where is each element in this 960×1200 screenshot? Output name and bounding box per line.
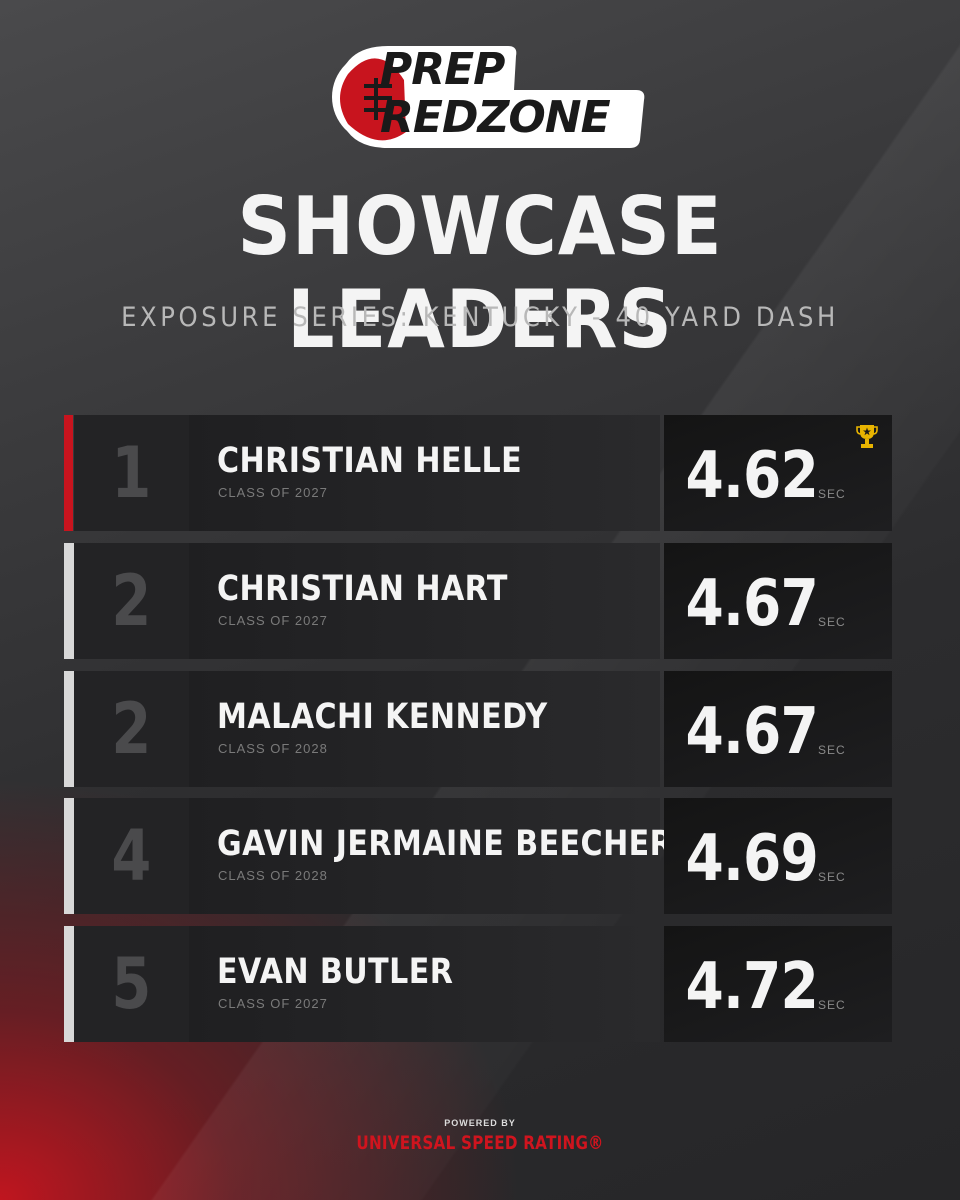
- leader-row: 2 CHRISTIAN HART CLASS OF 2027 4.67 SEC: [64, 543, 892, 659]
- leader-row: 1 CHRISTIAN HELLE CLASS OF 2027 4.62 SEC: [64, 415, 892, 531]
- page-subtitle: EXPOSURE SERIES: KENTUCKY - 40 YARD DASH: [121, 302, 839, 333]
- time-unit: SEC: [818, 487, 846, 501]
- dash-time: 4.67: [685, 695, 819, 769]
- logo-line-prep: PREP: [380, 44, 505, 95]
- player-cell: MALACHI KENNEDY CLASS OF 2028: [189, 671, 660, 787]
- time-cell: 4.67 SEC: [664, 671, 892, 787]
- row-accent-bar: [64, 415, 73, 531]
- time-cell: 4.67 SEC: [664, 543, 892, 659]
- leader-row: 2 MALACHI KENNEDY CLASS OF 2028 4.67 SEC: [64, 671, 892, 787]
- leader-row: 5 EVAN BUTLER CLASS OF 2027 4.72 SEC: [64, 926, 892, 1042]
- player-cell: GAVIN JERMAINE BEECHER CLASS OF 2028: [189, 798, 673, 914]
- rank-cell: 1: [74, 415, 189, 531]
- logo-line-redzone: REDZONE: [380, 92, 611, 143]
- dash-time: 4.72: [685, 950, 819, 1024]
- player-cell: CHRISTIAN HELLE CLASS OF 2027: [189, 415, 660, 531]
- row-accent-bar: [64, 798, 74, 914]
- time-unit: SEC: [818, 743, 846, 757]
- leader-row: 4 GAVIN JERMAINE BEECHER CLASS OF 2028 4…: [64, 798, 892, 914]
- rank-number: 4: [111, 815, 152, 897]
- player-name: CHRISTIAN HART: [217, 569, 508, 609]
- time-unit: SEC: [818, 615, 846, 629]
- sponsor-brand: UNIVERSAL SPEED RATING®: [356, 1132, 604, 1154]
- rank-number: 2: [111, 560, 152, 642]
- trophy-icon: [856, 425, 878, 448]
- time-cell: 4.72 SEC: [664, 926, 892, 1042]
- rank-number: 1: [111, 432, 152, 514]
- player-name: CHRISTIAN HELLE: [217, 441, 523, 481]
- time-cell: 4.69 SEC: [664, 798, 892, 914]
- player-class: CLASS OF 2027: [218, 996, 328, 1011]
- rank-cell: 4: [74, 798, 189, 914]
- player-class: CLASS OF 2027: [218, 613, 328, 628]
- dash-time: 4.67: [685, 567, 819, 641]
- time-cell: 4.62 SEC: [664, 415, 892, 531]
- rank-cell: 5: [74, 926, 189, 1042]
- player-name: MALACHI KENNEDY: [217, 697, 548, 737]
- row-accent-bar: [64, 671, 74, 787]
- time-unit: SEC: [818, 998, 846, 1012]
- row-accent-bar: [64, 926, 74, 1042]
- row-accent-bar: [64, 543, 74, 659]
- time-unit: SEC: [818, 870, 846, 884]
- player-cell: CHRISTIAN HART CLASS OF 2027: [189, 543, 660, 659]
- powered-by-label: POWERED BY: [444, 1118, 516, 1128]
- player-name: GAVIN JERMAINE BEECHER: [217, 824, 674, 864]
- player-cell: EVAN BUTLER CLASS OF 2027: [189, 926, 660, 1042]
- player-class: CLASS OF 2027: [218, 485, 328, 500]
- player-class: CLASS OF 2028: [218, 741, 328, 756]
- player-class: CLASS OF 2028: [218, 868, 328, 883]
- page-title: SHOWCASE LEADERS: [237, 180, 723, 366]
- dash-time: 4.62: [685, 439, 819, 513]
- rank-number: 2: [111, 688, 152, 770]
- rank-cell: 2: [74, 543, 189, 659]
- logo-badge-shape: [332, 46, 645, 148]
- rank-number: 5: [111, 943, 152, 1025]
- prep-redzone-logo: PREP REDZONE: [318, 40, 648, 152]
- rank-cell: 2: [74, 671, 189, 787]
- player-name: EVAN BUTLER: [217, 952, 454, 992]
- dash-time: 4.69: [685, 822, 819, 896]
